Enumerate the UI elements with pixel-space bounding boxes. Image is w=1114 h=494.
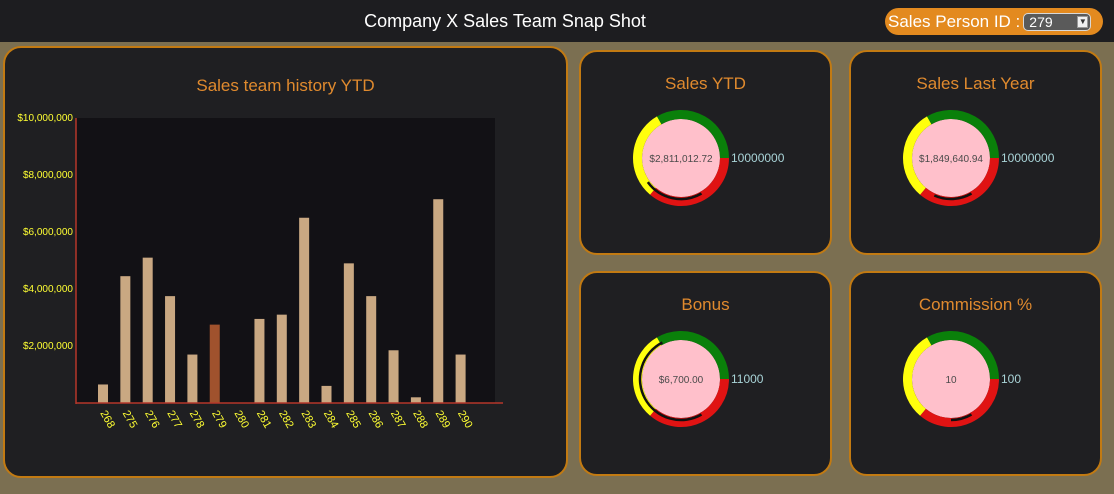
gauge-zone-arc bbox=[920, 378, 999, 427]
gauge-title: Bonus bbox=[681, 295, 730, 314]
bar-268[interactable] bbox=[98, 384, 108, 403]
bar-281[interactable] bbox=[254, 318, 265, 403]
gauge-zone-arc bbox=[903, 116, 932, 195]
x-tick-label: 280 bbox=[232, 409, 252, 431]
gauge-progress-arc bbox=[646, 181, 703, 201]
sales-history-panel: Sales team history YTD $2,000,000 $4,000,… bbox=[3, 46, 568, 478]
app-title: Company X Sales Team Snap Shot bbox=[364, 11, 646, 31]
gauge-max-label: 100 bbox=[1001, 372, 1021, 386]
gauge-panel-sales-last-year: Sales Last Year $1,849,640.94 10000000 bbox=[849, 50, 1102, 255]
bar-284[interactable] bbox=[321, 385, 332, 403]
gauge-zone-arc bbox=[903, 337, 932, 416]
gauge-max-label: 10000000 bbox=[1001, 151, 1055, 165]
bar-275[interactable] bbox=[120, 276, 131, 403]
header-bar: Company X Sales Team Snap Shot Sales Per… bbox=[0, 0, 1114, 42]
x-tick-label: 268 bbox=[97, 409, 117, 431]
gauge-zone-arc bbox=[650, 157, 729, 206]
y-tick-label: $6,000,000 bbox=[23, 227, 73, 238]
x-tick-label: 275 bbox=[120, 409, 140, 431]
sales-person-dropdown[interactable]: 279 ▼ bbox=[1023, 12, 1092, 31]
bar-288[interactable] bbox=[410, 397, 421, 403]
gauge-zone-arc bbox=[633, 337, 662, 416]
sales-history-bar-chart: $2,000,000 $4,000,000 $6,000,000 $8,000,000… bbox=[17, 113, 503, 431]
x-tick-label: 290 bbox=[455, 409, 475, 431]
bar-279[interactable] bbox=[209, 324, 220, 403]
gauge-progress-arc bbox=[933, 192, 973, 201]
bar-276[interactable] bbox=[142, 257, 153, 403]
y-tick-label: $8,000,000 bbox=[23, 170, 73, 181]
gauge-face bbox=[912, 340, 990, 418]
gauge-max-label: 10000000 bbox=[731, 151, 785, 165]
sales-ytd-gauge: $2,811,012.72 10000000 bbox=[633, 110, 785, 206]
gauge-value: $6,700.00 bbox=[659, 375, 704, 386]
gauge-zone-arc bbox=[633, 116, 662, 195]
gauge-panel-bonus: Bonus $6,700.00 11000 bbox=[579, 271, 832, 476]
sales-person-label: Sales Person ID : bbox=[888, 11, 1021, 31]
gauge-value: $1,849,640.94 bbox=[919, 154, 983, 165]
sales-last-year-gauge: $1,849,640.94 10000000 bbox=[903, 110, 1055, 206]
gauge-panel-commission: Commission % 10 100 bbox=[849, 271, 1102, 476]
sales-person-selected-value: 279 bbox=[1029, 13, 1053, 30]
x-tick-label: 278 bbox=[187, 409, 207, 431]
bar-282[interactable] bbox=[276, 314, 287, 403]
gauge-zone-arc bbox=[650, 378, 729, 427]
x-tick-label: 289 bbox=[433, 409, 453, 431]
gauge-zone-arc bbox=[927, 331, 999, 380]
x-tick-label: 282 bbox=[276, 409, 296, 431]
x-tick-label: 287 bbox=[388, 409, 408, 431]
y-tick-label: $4,000,000 bbox=[23, 284, 73, 295]
bar-278[interactable] bbox=[187, 354, 198, 403]
commission-gauge: 10 100 bbox=[903, 331, 1021, 427]
gauge-progress-arc bbox=[638, 341, 703, 422]
gauge-face bbox=[642, 340, 720, 418]
gauge-panel-sales-ytd: Sales YTD $2,811,012.72 10000000 bbox=[579, 50, 832, 255]
x-tick-label: 281 bbox=[254, 409, 274, 431]
x-tick-label: 284 bbox=[321, 409, 341, 431]
gauge-max-label: 11000 bbox=[731, 372, 764, 386]
chart-title: Sales team history YTD bbox=[196, 76, 375, 95]
x-tick-label: 283 bbox=[299, 409, 319, 431]
bar-287[interactable] bbox=[388, 350, 399, 403]
gauge-title: Commission % bbox=[918, 295, 1033, 314]
bar-289[interactable] bbox=[433, 199, 444, 403]
x-tick-label: 288 bbox=[410, 409, 430, 431]
x-tick-label: 279 bbox=[209, 409, 229, 431]
gauge-face bbox=[642, 119, 720, 197]
gauge-zone-arc bbox=[927, 110, 999, 159]
chevron-down-icon[interactable]: ▼ bbox=[1077, 15, 1089, 28]
y-tick-label: $2,000,000 bbox=[23, 341, 73, 352]
gauge-zone-arc bbox=[657, 331, 729, 380]
x-tick-label: 276 bbox=[142, 409, 162, 431]
gauge-value: $2,811,012.72 bbox=[649, 154, 713, 165]
bar-285[interactable] bbox=[343, 263, 354, 403]
gauge-face bbox=[912, 119, 990, 197]
y-tick-label: $10,000,000 bbox=[17, 113, 73, 124]
bonus-gauge: $6,700.00 11000 bbox=[633, 331, 764, 427]
bar-290[interactable] bbox=[455, 354, 466, 403]
bar-286[interactable] bbox=[366, 296, 377, 403]
x-tick-label: 277 bbox=[164, 409, 184, 431]
x-tick-label: 285 bbox=[343, 409, 363, 431]
gauge-title: Sales YTD bbox=[665, 74, 746, 93]
bar-283[interactable] bbox=[299, 217, 310, 403]
gauge-title: Sales Last Year bbox=[916, 74, 1035, 93]
bar-277[interactable] bbox=[165, 296, 176, 403]
x-tick-label: 286 bbox=[366, 409, 386, 431]
gauge-zone-arc bbox=[657, 110, 729, 159]
gauge-zone-arc bbox=[920, 157, 999, 206]
sales-person-selector: Sales Person ID : 279 ▼ bbox=[885, 8, 1103, 35]
gauge-progress-arc bbox=[950, 413, 973, 422]
gauge-value: 10 bbox=[945, 375, 957, 386]
